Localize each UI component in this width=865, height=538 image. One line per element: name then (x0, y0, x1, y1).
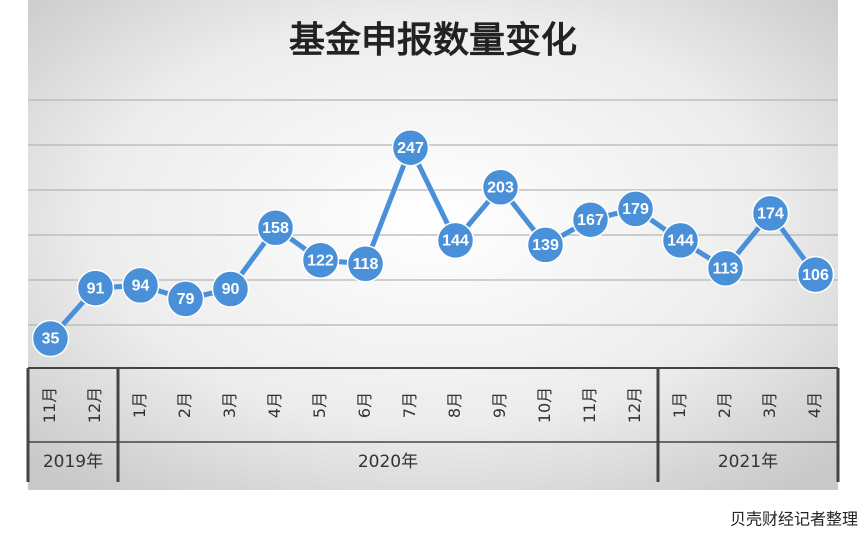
data-point (481, 168, 520, 207)
data-label: 144 (667, 233, 694, 250)
data-label: 35 (42, 331, 60, 348)
data-label: 203 (487, 180, 514, 197)
x-tick-label: 3月 (760, 392, 779, 418)
data-label: 144 (442, 233, 469, 250)
data-label: 158 (262, 220, 289, 237)
data-point (391, 128, 430, 167)
x-tick-label: 10月 (535, 387, 554, 423)
x-tick-label: 9月 (490, 392, 509, 418)
data-label: 79 (177, 291, 195, 308)
group-label: 2020年 (358, 452, 418, 472)
data-label: 139 (532, 237, 559, 254)
data-point (166, 280, 205, 318)
x-tick-label: 4月 (265, 392, 284, 418)
x-tick-label: 1月 (670, 392, 689, 418)
data-point (706, 249, 745, 288)
data-point (301, 241, 340, 279)
x-tick-label: 6月 (355, 392, 374, 418)
data-label: 167 (577, 212, 604, 229)
data-label: 179 (622, 201, 649, 218)
x-tick-label: 11月 (40, 387, 59, 423)
x-tick-label: 4月 (805, 392, 824, 418)
x-tick-label: 8月 (445, 392, 464, 418)
x-tick-label: 12月 (85, 387, 104, 423)
data-point (526, 226, 565, 264)
x-tick-label: 2月 (175, 392, 194, 418)
data-label: 94 (132, 278, 150, 295)
data-point (751, 194, 790, 233)
x-tick-label: 12月 (625, 387, 644, 423)
chart-title: 基金申报数量变化 (289, 19, 577, 61)
x-tick-label: 2月 (715, 392, 734, 418)
x-tick-label: 5月 (310, 392, 329, 418)
data-label: 174 (757, 206, 784, 223)
data-point (31, 319, 70, 358)
data-point (256, 209, 295, 247)
chart-background (28, 0, 838, 490)
x-tick-label: 11月 (580, 387, 599, 423)
x-tick-label: 1月 (130, 392, 149, 418)
data-label: 113 (713, 261, 739, 278)
group-label: 2021年 (718, 452, 778, 472)
data-point (661, 221, 700, 260)
data-label: 90 (222, 281, 240, 298)
group-label: 2019年 (43, 452, 103, 472)
data-point (616, 190, 655, 228)
data-label: 247 (397, 140, 424, 157)
x-tick-label: 3月 (220, 392, 239, 418)
data-point (571, 200, 610, 239)
data-point (796, 255, 835, 294)
data-point (76, 269, 115, 307)
data-point (121, 266, 160, 305)
data-label: 91 (87, 280, 105, 297)
data-label: 106 (802, 267, 829, 284)
data-point (346, 245, 385, 283)
x-tick-label: 7月 (400, 392, 419, 418)
source-note: 贝壳财经记者整理 (730, 510, 858, 529)
data-label: 122 (307, 252, 334, 269)
data-point (436, 221, 475, 260)
data-label: 118 (353, 256, 379, 273)
data-point (211, 270, 250, 308)
